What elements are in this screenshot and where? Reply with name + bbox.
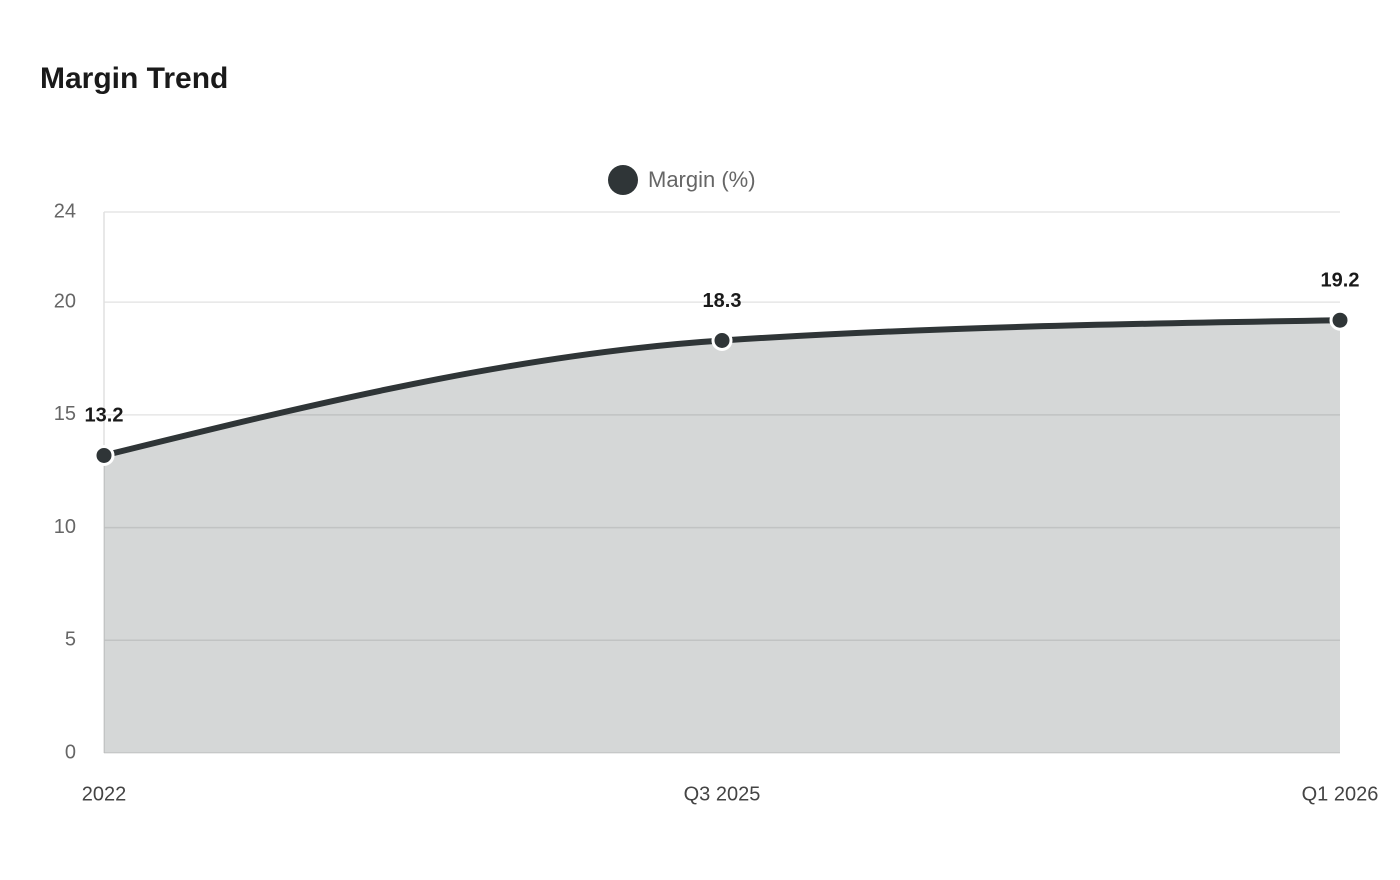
y-tick-label: 15	[54, 403, 76, 425]
point	[93, 444, 115, 466]
legend-marker	[608, 165, 638, 195]
point	[711, 329, 733, 351]
y-tick-label: 20	[54, 290, 76, 312]
area	[104, 320, 1340, 753]
y-tick-label: 24	[54, 200, 76, 222]
y-tick-label: 5	[65, 629, 76, 651]
data-label: 19.2	[1321, 269, 1360, 291]
x-tick-label: Q3 2025	[684, 783, 761, 805]
chart-title: Margin Trend	[40, 62, 228, 95]
point	[1329, 309, 1351, 331]
y-tick-label: 10	[54, 516, 76, 538]
data-label: 13.2	[85, 405, 124, 427]
x-tick-label: Q1 2026	[1302, 783, 1379, 805]
x-tick-label: 2022	[82, 783, 127, 805]
legend-label: Margin (%)	[648, 167, 756, 192]
y-tick-label: 0	[65, 741, 76, 763]
data-label: 18.3	[703, 290, 742, 312]
